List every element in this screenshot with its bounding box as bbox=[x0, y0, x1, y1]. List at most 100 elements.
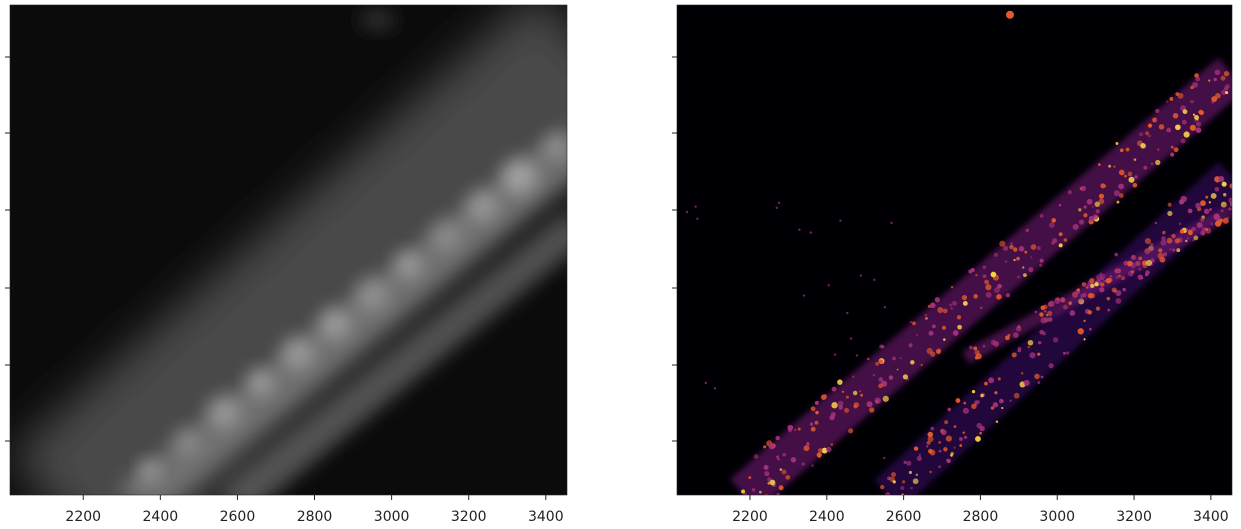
speck bbox=[1158, 248, 1163, 253]
speck bbox=[1138, 256, 1143, 261]
speck bbox=[950, 452, 954, 456]
speck bbox=[944, 420, 949, 425]
speck bbox=[751, 488, 756, 492]
speck bbox=[827, 284, 830, 287]
speck bbox=[1027, 345, 1030, 349]
speck bbox=[1047, 317, 1053, 322]
speck bbox=[1199, 110, 1205, 116]
speck bbox=[820, 394, 827, 400]
speck bbox=[1147, 123, 1153, 128]
speck bbox=[1182, 119, 1187, 125]
speck bbox=[900, 499, 903, 502]
speck bbox=[928, 330, 934, 336]
speck bbox=[787, 428, 793, 433]
speck bbox=[1195, 121, 1202, 127]
speck bbox=[809, 231, 812, 234]
speck bbox=[990, 406, 995, 410]
speck bbox=[1011, 352, 1017, 358]
speck bbox=[1151, 162, 1154, 165]
speck bbox=[1145, 259, 1153, 267]
speck bbox=[943, 447, 948, 452]
x-tick-label: 3000 bbox=[1039, 509, 1075, 525]
speck bbox=[1058, 243, 1063, 248]
speck bbox=[1034, 373, 1040, 380]
speck bbox=[1187, 208, 1193, 214]
speck bbox=[1039, 263, 1043, 267]
speck bbox=[1048, 222, 1055, 229]
speck bbox=[938, 441, 941, 444]
speck bbox=[713, 387, 717, 390]
x-tick-label: 2200 bbox=[732, 509, 768, 525]
speck bbox=[979, 425, 985, 432]
speck bbox=[1139, 132, 1143, 137]
speck bbox=[1118, 183, 1124, 190]
speck bbox=[1114, 252, 1119, 257]
speck bbox=[900, 485, 905, 491]
speck bbox=[1098, 193, 1105, 199]
speck bbox=[867, 357, 870, 361]
speck bbox=[957, 324, 962, 330]
image bbox=[677, 5, 1240, 502]
speck bbox=[880, 344, 885, 349]
speck bbox=[1037, 381, 1041, 384]
speck bbox=[953, 446, 956, 449]
speck bbox=[984, 381, 988, 386]
speck bbox=[763, 445, 767, 449]
speck bbox=[1169, 97, 1174, 101]
speck bbox=[969, 345, 973, 350]
speck bbox=[1233, 190, 1239, 196]
speck bbox=[759, 496, 764, 501]
speck bbox=[980, 393, 984, 398]
speck bbox=[1237, 198, 1240, 201]
speck bbox=[1094, 282, 1099, 287]
speck bbox=[1048, 363, 1054, 369]
speck bbox=[952, 301, 957, 306]
spot bbox=[207, 395, 240, 428]
speck bbox=[1116, 268, 1122, 274]
speck bbox=[831, 386, 837, 392]
speck bbox=[776, 455, 779, 459]
speck bbox=[1039, 329, 1044, 335]
speck bbox=[1009, 244, 1014, 250]
speck bbox=[878, 383, 883, 389]
axes-frame bbox=[676, 4, 1233, 496]
speck bbox=[1226, 216, 1229, 219]
speck bbox=[1189, 124, 1196, 131]
speck bbox=[810, 426, 816, 432]
speck bbox=[982, 265, 986, 269]
speck bbox=[1234, 77, 1237, 80]
speck bbox=[1127, 171, 1133, 177]
speck bbox=[961, 294, 968, 301]
speck bbox=[837, 400, 844, 407]
speck bbox=[1106, 296, 1111, 301]
speck bbox=[704, 381, 707, 385]
speck bbox=[901, 493, 905, 495]
speck bbox=[1089, 327, 1092, 331]
speck bbox=[1143, 165, 1148, 170]
speck bbox=[1195, 76, 1201, 82]
speck bbox=[1042, 304, 1048, 310]
speck bbox=[1063, 238, 1068, 242]
speck bbox=[1107, 308, 1111, 312]
speck bbox=[1090, 283, 1095, 289]
speck bbox=[830, 443, 834, 446]
speck bbox=[1078, 208, 1082, 212]
speck bbox=[1182, 109, 1188, 115]
speck bbox=[794, 428, 797, 432]
speck bbox=[866, 401, 873, 408]
speck bbox=[802, 294, 806, 297]
speck bbox=[926, 445, 929, 448]
speck bbox=[1047, 310, 1053, 317]
speck bbox=[1083, 338, 1086, 341]
speck bbox=[927, 436, 934, 443]
speck bbox=[1157, 252, 1164, 260]
speck bbox=[1101, 277, 1104, 280]
speck bbox=[1086, 198, 1093, 205]
speck bbox=[935, 348, 942, 354]
speck bbox=[1170, 145, 1174, 149]
speck bbox=[1091, 205, 1094, 208]
speck bbox=[1195, 202, 1201, 209]
speck bbox=[1030, 244, 1037, 250]
speck bbox=[797, 427, 801, 431]
speck bbox=[962, 431, 965, 434]
